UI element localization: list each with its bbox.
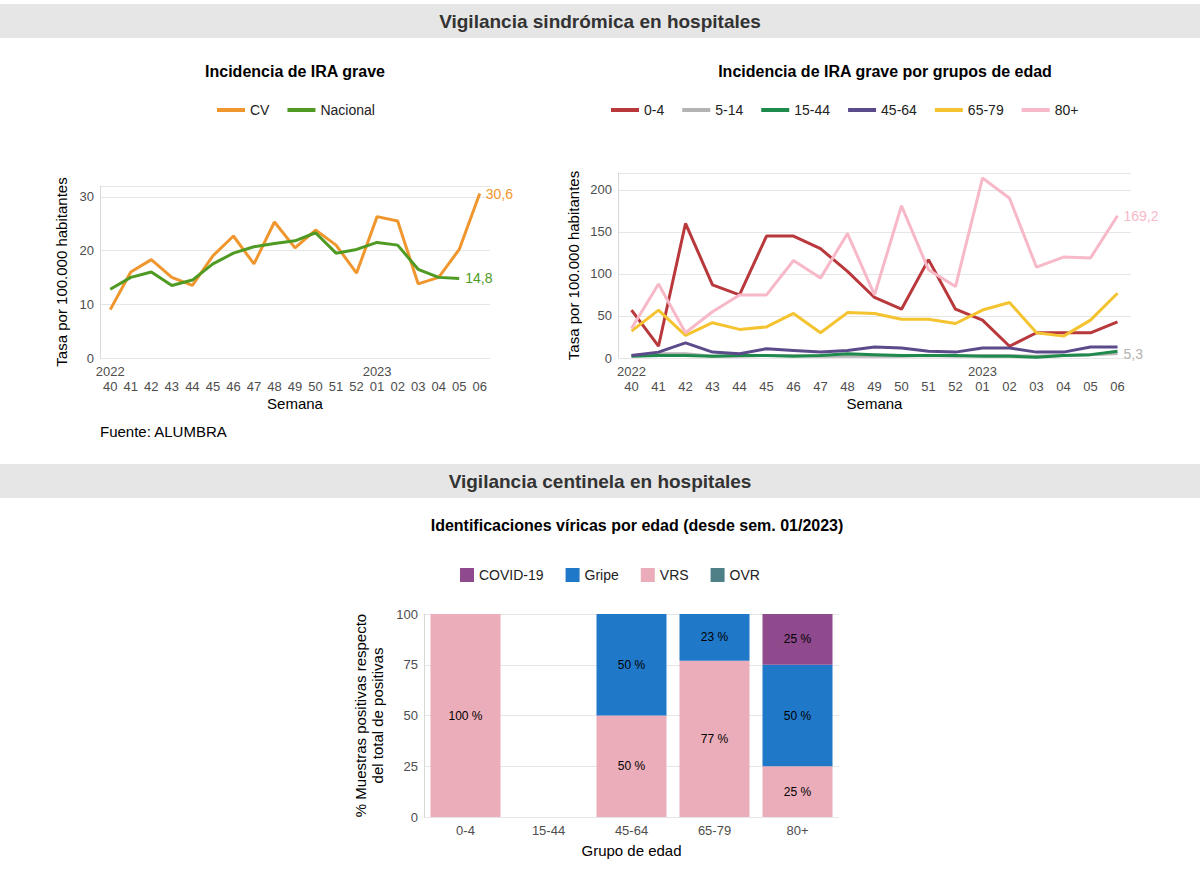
svg-text:150: 150 <box>590 224 612 239</box>
svg-text:2023: 2023 <box>968 364 997 379</box>
svg-text:49: 49 <box>288 379 302 394</box>
svg-text:15-44: 15-44 <box>532 823 565 838</box>
svg-text:Semana: Semana <box>847 395 904 412</box>
svg-text:50: 50 <box>308 379 322 394</box>
svg-text:15-44: 15-44 <box>794 102 830 118</box>
svg-text:30: 30 <box>80 189 94 204</box>
svg-text:50 %: 50 % <box>784 709 812 723</box>
svg-text:% Muestras positivas respecto: % Muestras positivas respecto <box>352 614 369 817</box>
svg-text:44: 44 <box>732 379 746 394</box>
svg-text:80+: 80+ <box>1055 102 1079 118</box>
svg-text:48: 48 <box>840 379 854 394</box>
svg-text:Tasa por 100.000 habitantes: Tasa por 100.000 habitantes <box>565 171 582 360</box>
svg-text:20: 20 <box>80 243 94 258</box>
svg-text:43: 43 <box>705 379 719 394</box>
svg-text:02: 02 <box>390 379 404 394</box>
svg-text:50 %: 50 % <box>618 759 646 773</box>
svg-text:41: 41 <box>124 379 138 394</box>
svg-text:Fuente: ALUMBRA: Fuente: ALUMBRA <box>100 423 227 440</box>
svg-text:46: 46 <box>226 379 240 394</box>
svg-text:43: 43 <box>165 379 179 394</box>
svg-text:48: 48 <box>267 379 281 394</box>
svg-text:01: 01 <box>370 379 384 394</box>
svg-text:100: 100 <box>396 607 418 622</box>
svg-text:100: 100 <box>590 266 612 281</box>
svg-text:42: 42 <box>144 379 158 394</box>
svg-text:05: 05 <box>1083 379 1097 394</box>
svg-text:40: 40 <box>624 379 638 394</box>
svg-text:Incidencia de IRA grave: Incidencia de IRA grave <box>205 63 385 80</box>
svg-text:Vigilancia sindrómica en hospi: Vigilancia sindrómica en hospitales <box>439 11 761 32</box>
svg-text:41: 41 <box>651 379 665 394</box>
svg-text:50: 50 <box>894 379 908 394</box>
svg-text:30,6: 30,6 <box>486 186 513 202</box>
svg-text:65-79: 65-79 <box>698 823 731 838</box>
svg-text:02: 02 <box>1002 379 1016 394</box>
svg-text:40: 40 <box>103 379 117 394</box>
svg-text:10: 10 <box>80 297 94 312</box>
svg-text:OVR: OVR <box>730 567 760 583</box>
svg-text:47: 47 <box>813 379 827 394</box>
svg-text:25: 25 <box>404 759 418 774</box>
svg-text:0-4: 0-4 <box>456 823 475 838</box>
svg-text:Grupo de edad: Grupo de edad <box>581 842 681 859</box>
svg-text:45: 45 <box>759 379 773 394</box>
svg-text:Gripe: Gripe <box>585 567 619 583</box>
svg-text:50 %: 50 % <box>618 658 646 672</box>
svg-text:CV: CV <box>250 102 270 118</box>
svg-text:45: 45 <box>206 379 220 394</box>
svg-text:50: 50 <box>404 708 418 723</box>
svg-text:75: 75 <box>404 657 418 672</box>
svg-text:0: 0 <box>411 810 418 825</box>
svg-text:49: 49 <box>867 379 881 394</box>
svg-text:47: 47 <box>247 379 261 394</box>
svg-text:03: 03 <box>1029 379 1043 394</box>
svg-text:Semana: Semana <box>267 395 324 412</box>
svg-text:5,3: 5,3 <box>1124 346 1144 362</box>
svg-text:169,2: 169,2 <box>1124 208 1159 224</box>
svg-text:25 %: 25 % <box>784 632 812 646</box>
svg-text:Identificaciones víricas por e: Identificaciones víricas por edad (desde… <box>431 517 844 534</box>
svg-text:2023: 2023 <box>363 364 392 379</box>
svg-text:42: 42 <box>678 379 692 394</box>
svg-text:100 %: 100 % <box>448 709 482 723</box>
svg-text:06: 06 <box>473 379 487 394</box>
svg-text:0: 0 <box>87 351 94 366</box>
svg-text:05: 05 <box>452 379 466 394</box>
svg-text:45-64: 45-64 <box>881 102 917 118</box>
svg-text:0: 0 <box>605 351 612 366</box>
svg-text:04: 04 <box>1056 379 1070 394</box>
svg-text:44: 44 <box>185 379 199 394</box>
svg-text:52: 52 <box>948 379 962 394</box>
svg-text:Tasa por 100.000 habitantes: Tasa por 100.000 habitantes <box>53 177 70 366</box>
svg-text:04: 04 <box>431 379 445 394</box>
svg-text:Incidencia de IRA grave por gr: Incidencia de IRA grave por grupos de ed… <box>718 63 1052 80</box>
svg-text:51: 51 <box>921 379 935 394</box>
svg-text:46: 46 <box>786 379 800 394</box>
svg-text:50: 50 <box>598 308 612 323</box>
svg-text:77 %: 77 % <box>701 732 729 746</box>
svg-text:06: 06 <box>1110 379 1124 394</box>
svg-text:65-79: 65-79 <box>968 102 1004 118</box>
svg-text:del total de positivas: del total de positivas <box>369 648 386 784</box>
svg-text:03: 03 <box>411 379 425 394</box>
svg-text:80+: 80+ <box>786 823 808 838</box>
svg-text:25 %: 25 % <box>784 785 812 799</box>
svg-text:0-4: 0-4 <box>644 102 664 118</box>
svg-text:VRS: VRS <box>660 567 689 583</box>
svg-text:14,8: 14,8 <box>465 270 492 286</box>
svg-text:01: 01 <box>975 379 989 394</box>
svg-text:51: 51 <box>329 379 343 394</box>
svg-text:200: 200 <box>590 182 612 197</box>
svg-text:5-14: 5-14 <box>715 102 743 118</box>
svg-text:23 %: 23 % <box>701 630 729 644</box>
svg-text:2022: 2022 <box>617 364 646 379</box>
svg-text:Vigilancia centinela en hospit: Vigilancia centinela en hospitales <box>449 471 752 492</box>
svg-text:45-64: 45-64 <box>615 823 648 838</box>
svg-text:COVID-19: COVID-19 <box>479 567 544 583</box>
svg-text:Nacional: Nacional <box>320 102 374 118</box>
svg-text:2022: 2022 <box>96 364 125 379</box>
svg-text:52: 52 <box>349 379 363 394</box>
